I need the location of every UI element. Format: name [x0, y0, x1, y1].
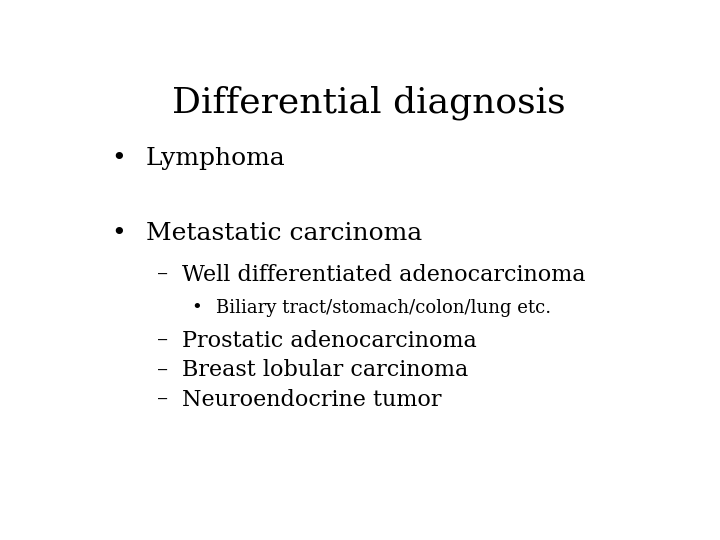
Text: Differential diagnosis: Differential diagnosis: [172, 85, 566, 120]
Text: Prostatic adenocarcinoma: Prostatic adenocarcinoma: [182, 330, 477, 352]
Text: Metastatic carcinoma: Metastatic carcinoma: [145, 222, 422, 245]
Text: –: –: [157, 330, 168, 352]
Text: •: •: [112, 222, 126, 245]
Text: –: –: [157, 388, 168, 410]
Text: Well differentiated adenocarcinoma: Well differentiated adenocarcinoma: [182, 264, 585, 286]
Text: Lymphoma: Lymphoma: [145, 147, 286, 170]
Text: Breast lobular carcinoma: Breast lobular carcinoma: [182, 360, 468, 381]
Text: Biliary tract/stomach/colon/lung etc.: Biliary tract/stomach/colon/lung etc.: [215, 299, 551, 317]
Text: –: –: [157, 360, 168, 381]
Text: –: –: [157, 264, 168, 286]
Text: Neuroendocrine tumor: Neuroendocrine tumor: [182, 388, 441, 410]
Text: •: •: [112, 147, 126, 170]
Text: •: •: [191, 299, 202, 317]
